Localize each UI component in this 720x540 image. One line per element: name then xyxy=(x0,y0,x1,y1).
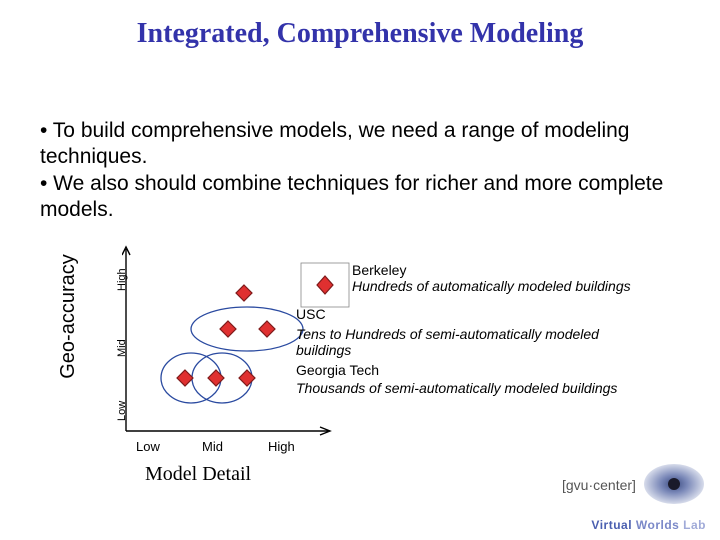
x-tick-low: Low xyxy=(136,439,160,454)
footer-brand-text: [gvu·center] xyxy=(562,477,636,493)
footer-lab: Virtual Worlds Lab xyxy=(591,518,706,532)
bullet-2: • We also should combine techniques for … xyxy=(40,171,680,224)
footer-lab-lab: Lab xyxy=(683,518,706,532)
x-tick-mid: Mid xyxy=(202,439,223,454)
legend-berkeley: Berkeley Hundreds of automatically model… xyxy=(352,262,652,294)
legend-gt-name: Georgia Tech xyxy=(296,362,379,378)
legend-gt-desc: Thousands of semi-automatically modeled … xyxy=(296,380,636,396)
diamond-berkeley xyxy=(236,285,252,301)
slide-title: Integrated, Comprehensive Modeling xyxy=(0,18,720,50)
diamond-gt-3 xyxy=(239,370,255,386)
diamond-usc-1 xyxy=(220,321,236,337)
legend-berkeley-icon xyxy=(300,262,350,308)
y-axis-label: Geo-accuracy xyxy=(57,254,80,379)
bullet-list: • To build comprehensive models, we need… xyxy=(40,118,680,223)
diamond-gt-1 xyxy=(177,370,193,386)
footer-lab-virtual: Virtual xyxy=(591,518,635,532)
legend-berkeley-name: Berkeley xyxy=(352,262,652,278)
legend-usc-desc: Tens to Hundreds of semi-automatically m… xyxy=(296,326,616,358)
bullet-1: • To build comprehensive models, we need… xyxy=(40,118,680,171)
footer-lab-worlds: Worlds xyxy=(636,518,683,532)
x-axis-label: Model Detail xyxy=(145,463,251,486)
footer-logo: [gvu·center] xyxy=(556,460,706,510)
diamond-usc-2 xyxy=(259,321,275,337)
legend-usc-name: USC xyxy=(296,306,326,322)
legend-berkeley-desc: Hundreds of automatically modeled buildi… xyxy=(352,278,652,294)
x-tick-high: High xyxy=(268,439,295,454)
diamond-gt-2 xyxy=(208,370,224,386)
